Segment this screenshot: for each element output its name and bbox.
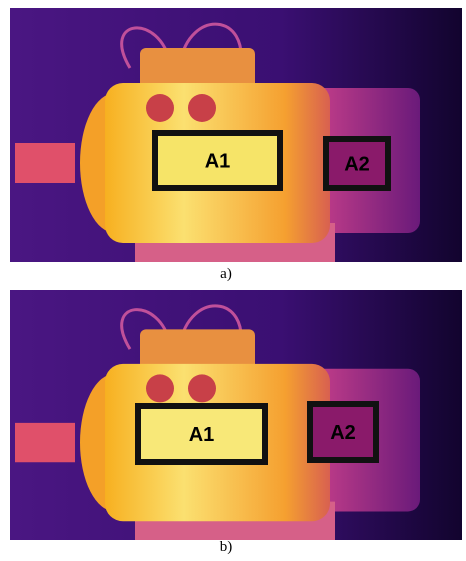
region-label: A1 bbox=[205, 151, 231, 173]
caption: b) bbox=[220, 539, 233, 555]
caption: a) bbox=[220, 266, 232, 282]
shaft bbox=[15, 423, 75, 462]
hole bbox=[188, 374, 216, 402]
region-label: A1 bbox=[189, 424, 215, 446]
hole bbox=[146, 374, 174, 402]
hole bbox=[188, 94, 216, 122]
region-label: A2 bbox=[344, 154, 370, 176]
figure: A1 A2 a) A1 A2 b) bbox=[0, 0, 466, 561]
shaft bbox=[15, 143, 75, 183]
hole bbox=[146, 94, 174, 122]
region-label: A2 bbox=[330, 422, 356, 444]
